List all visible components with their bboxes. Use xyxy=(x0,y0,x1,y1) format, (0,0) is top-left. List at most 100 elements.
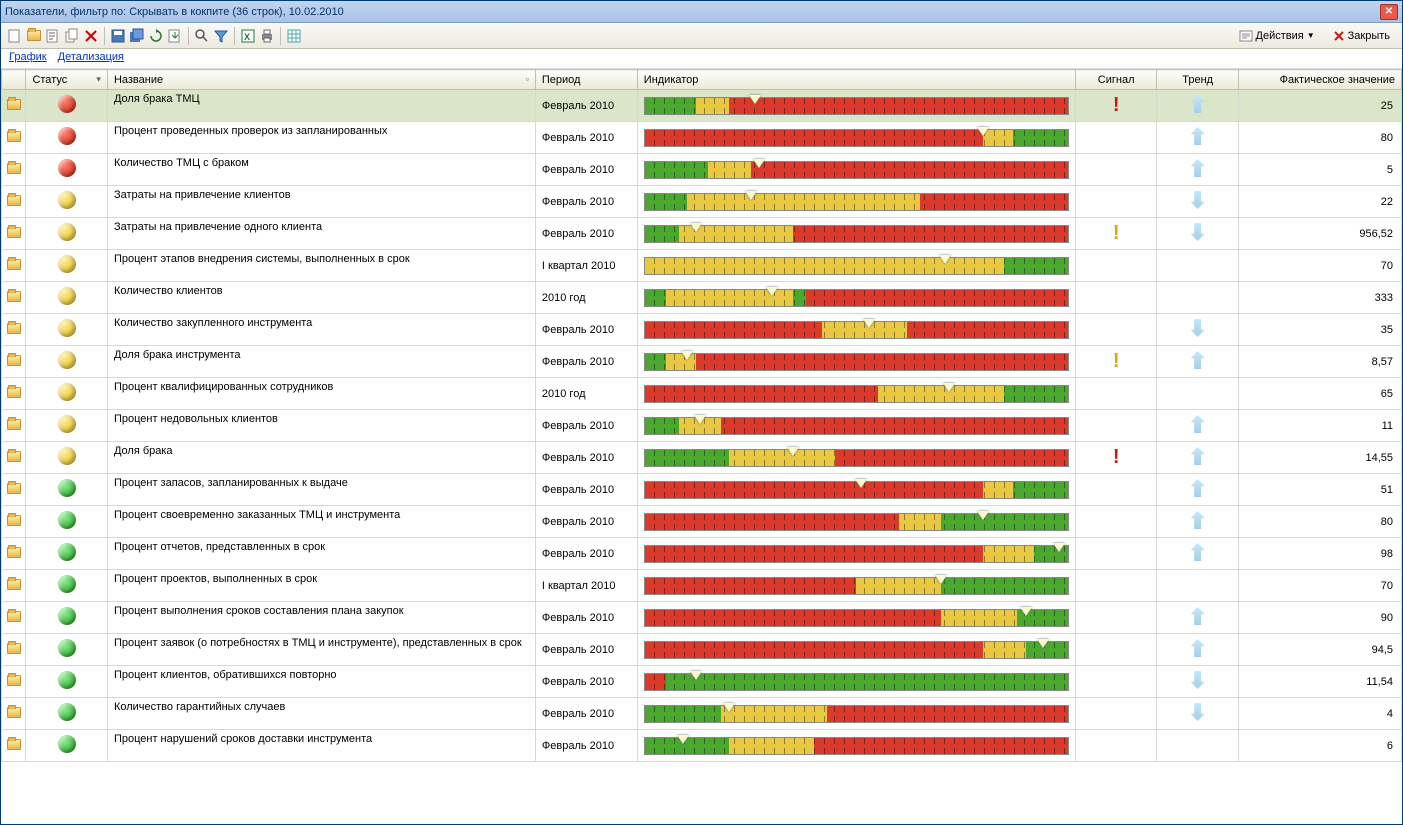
folder-cell[interactable] xyxy=(2,186,26,218)
table-row[interactable]: Процент запасов, запланированных к выдач… xyxy=(2,474,1402,506)
folder-icon xyxy=(7,291,21,302)
indicator-marker-icon xyxy=(723,703,735,712)
col-folder-header[interactable] xyxy=(2,70,26,90)
folder-cell[interactable] xyxy=(2,506,26,538)
chart-link[interactable]: График xyxy=(9,51,47,63)
name-cell: Процент заявок (о потребностях в ТМЦ и и… xyxy=(107,634,535,666)
folder-cell[interactable] xyxy=(2,410,26,442)
folder-cell[interactable] xyxy=(2,154,26,186)
col-name-header[interactable]: Название▫ xyxy=(107,70,535,90)
table-row[interactable]: Процент нарушений сроков доставки инстру… xyxy=(2,730,1402,762)
signal-cell xyxy=(1075,250,1157,282)
col-signal-header[interactable]: Сигнал xyxy=(1075,70,1157,90)
col-period-header[interactable]: Период xyxy=(535,70,637,90)
folder-cell[interactable] xyxy=(2,474,26,506)
print-icon[interactable] xyxy=(259,28,275,44)
indicator-cell xyxy=(637,666,1075,698)
table-row[interactable]: Доля бракаФевраль 2010!14,55 xyxy=(2,442,1402,474)
indicator-marker-icon xyxy=(943,383,955,392)
table-row[interactable]: Процент отчетов, представленных в срокФе… xyxy=(2,538,1402,570)
folder-cell[interactable] xyxy=(2,442,26,474)
folder-icon xyxy=(7,227,21,238)
table-row[interactable]: Процент квалифицированных сотрудников201… xyxy=(2,378,1402,410)
folder-cell[interactable] xyxy=(2,698,26,730)
folder-cell[interactable] xyxy=(2,666,26,698)
trend-up-icon xyxy=(1191,511,1205,529)
table-row[interactable]: Процент проектов, выполненных в срокI кв… xyxy=(2,570,1402,602)
table-row[interactable]: Процент недовольных клиентовФевраль 2010… xyxy=(2,410,1402,442)
actions-button[interactable]: Действия ▼ xyxy=(1233,26,1321,46)
copy-icon[interactable] xyxy=(64,28,80,44)
col-value-header[interactable]: Фактическое значение xyxy=(1238,70,1401,90)
folder-cell[interactable] xyxy=(2,90,26,122)
folder-icon xyxy=(7,579,21,590)
period-cell: Февраль 2010 xyxy=(535,410,637,442)
new-icon[interactable] xyxy=(7,28,23,44)
refresh-icon[interactable] xyxy=(148,28,164,44)
folder-cell[interactable] xyxy=(2,250,26,282)
table-row[interactable]: Процент проведенных проверок из запланир… xyxy=(2,122,1402,154)
toolbar: X Действия ▼ Закрыть xyxy=(1,23,1402,49)
window-close-button[interactable]: ✕ xyxy=(1380,4,1398,20)
filter-icon[interactable] xyxy=(213,28,229,44)
col-status-header[interactable]: Статус▾ xyxy=(26,70,108,90)
open-icon[interactable] xyxy=(26,28,42,44)
edit-icon[interactable] xyxy=(45,28,61,44)
dropdown-icon: ▼ xyxy=(1307,31,1315,40)
table-row[interactable]: Процент этапов внедрения системы, выполн… xyxy=(2,250,1402,282)
indicator-marker-icon xyxy=(863,319,875,328)
period-cell: Февраль 2010 xyxy=(535,186,637,218)
indicator-cell xyxy=(637,282,1075,314)
table-row[interactable]: Доля брака инструментаФевраль 2010!8,57 xyxy=(2,346,1402,378)
signal-cell xyxy=(1075,378,1157,410)
indicator-cell xyxy=(637,570,1075,602)
table-row[interactable]: Количество клиентов2010 год333 xyxy=(2,282,1402,314)
excel-icon[interactable]: X xyxy=(240,28,256,44)
delete-icon[interactable] xyxy=(83,28,99,44)
status-cell xyxy=(26,378,108,410)
col-indicator-header[interactable]: Индикатор xyxy=(637,70,1075,90)
folder-cell[interactable] xyxy=(2,634,26,666)
status-ball-icon xyxy=(58,639,76,657)
folder-cell[interactable] xyxy=(2,378,26,410)
folder-icon xyxy=(7,131,21,142)
folder-cell[interactable] xyxy=(2,314,26,346)
status-cell xyxy=(26,410,108,442)
folder-icon xyxy=(7,483,21,494)
folder-cell[interactable] xyxy=(2,538,26,570)
col-trend-header[interactable]: Тренд xyxy=(1157,70,1239,90)
table-row[interactable]: Затраты на привлечение клиентовФевраль 2… xyxy=(2,186,1402,218)
indicator-bar xyxy=(644,609,1069,627)
folder-cell[interactable] xyxy=(2,602,26,634)
export-icon[interactable] xyxy=(167,28,183,44)
table-row[interactable]: Количество гарантийных случаевФевраль 20… xyxy=(2,698,1402,730)
folder-cell[interactable] xyxy=(2,282,26,314)
table-row[interactable]: Количество ТМЦ с бракомФевраль 20105 xyxy=(2,154,1402,186)
table-row[interactable]: Процент своевременно заказанных ТМЦ и ин… xyxy=(2,506,1402,538)
folder-cell[interactable] xyxy=(2,122,26,154)
indicator-segment xyxy=(806,290,1068,306)
indicator-bar xyxy=(644,321,1069,339)
period-cell: Февраль 2010 xyxy=(535,154,637,186)
table-row[interactable]: Процент заявок (о потребностях в ТМЦ и и… xyxy=(2,634,1402,666)
find-icon[interactable] xyxy=(194,28,210,44)
folder-cell[interactable] xyxy=(2,218,26,250)
status-ball-icon xyxy=(58,383,76,401)
indicator-cell xyxy=(637,410,1075,442)
period-cell: Февраль 2010 xyxy=(535,698,637,730)
indicator-cell xyxy=(637,506,1075,538)
folder-cell[interactable] xyxy=(2,570,26,602)
table-row[interactable]: Количество закупленного инструментаФевра… xyxy=(2,314,1402,346)
table-row[interactable]: Доля брака ТМЦФевраль 2010!25 xyxy=(2,90,1402,122)
table-row[interactable]: Процент выполнения сроков составления пл… xyxy=(2,602,1402,634)
folder-cell[interactable] xyxy=(2,346,26,378)
save-icon[interactable] xyxy=(110,28,126,44)
save-all-icon[interactable] xyxy=(129,28,145,44)
close-button[interactable]: Закрыть xyxy=(1327,27,1396,45)
folder-cell[interactable] xyxy=(2,730,26,762)
grid-container[interactable]: Статус▾ Название▫ Период Индикатор Сигна… xyxy=(1,69,1402,824)
table-row[interactable]: Процент клиентов, обратившихся повторноФ… xyxy=(2,666,1402,698)
table-row[interactable]: Затраты на привлечение одного клиентаФев… xyxy=(2,218,1402,250)
detail-link[interactable]: Детализация xyxy=(58,51,124,63)
grid-settings-icon[interactable] xyxy=(286,28,302,44)
